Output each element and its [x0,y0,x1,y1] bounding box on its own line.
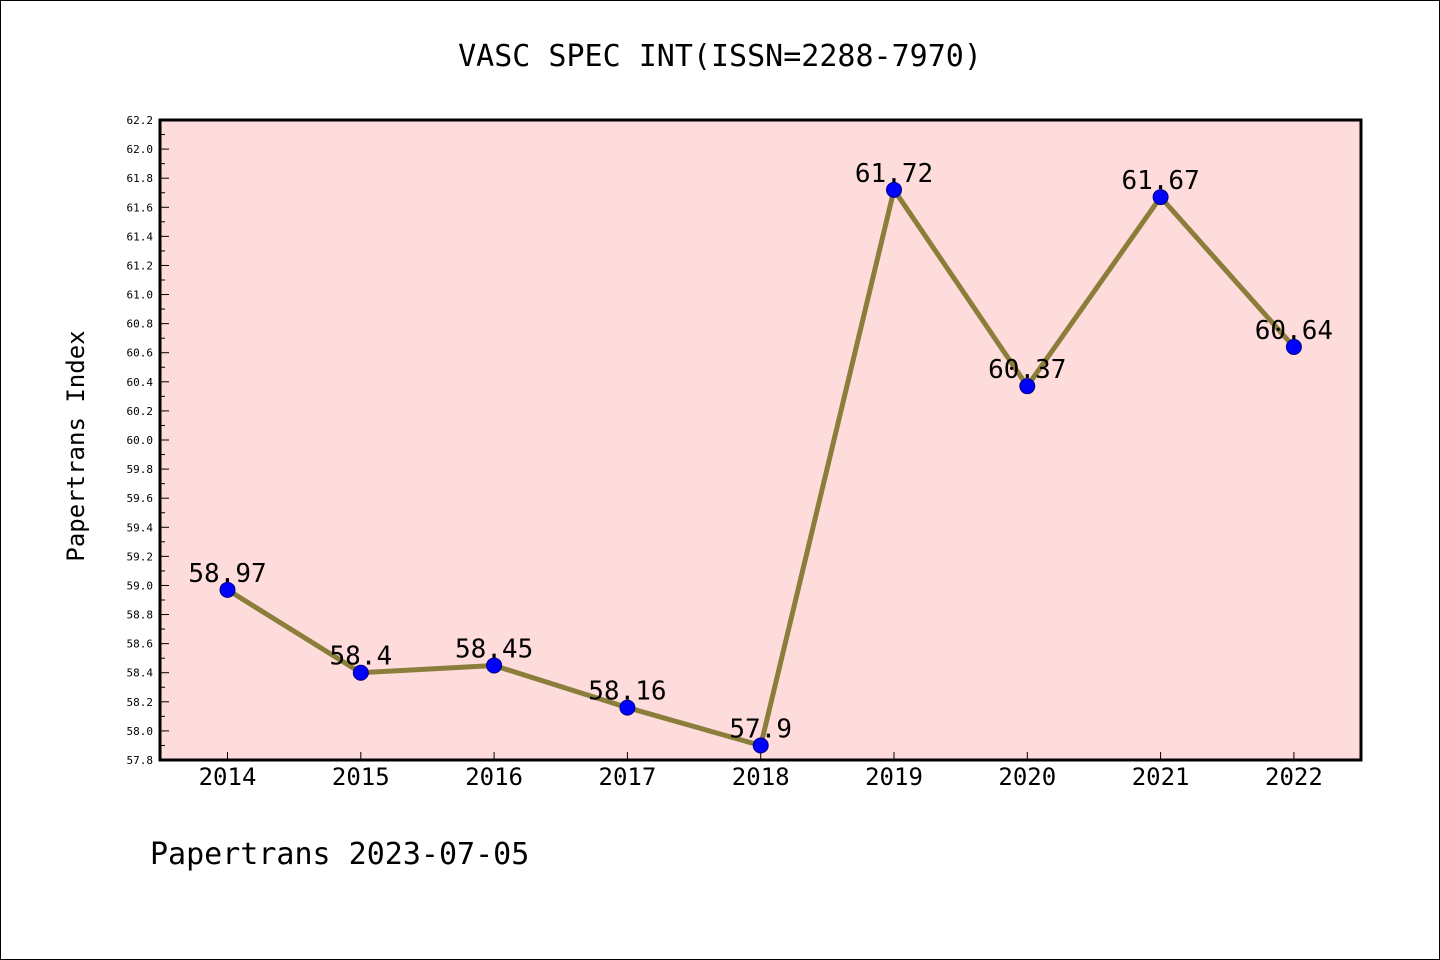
data-label: 61.67 [1121,166,1199,196]
y-tick-label: 62.2 [127,114,154,127]
data-label: 60.37 [988,355,1066,385]
y-tick-label: 58.2 [127,696,154,709]
data-label: 61.72 [855,159,933,189]
y-tick-label: 57.8 [127,754,154,767]
data-label: 58.45 [455,634,533,664]
data-label: 58.97 [188,559,266,589]
y-tick-label: 59.2 [127,550,154,563]
y-tick-label: 61.6 [127,201,154,214]
y-tick-label: 59.6 [127,492,154,505]
footer-text: Papertrans 2023-07-05 [150,837,529,872]
y-tick-label: 58.0 [127,725,154,738]
y-tick-label: 59.8 [127,463,154,476]
y-axis: 57.8 58.0 58.2 58.4 58.6 58.8 59.0 59.2 59.4 59.6… [127,114,169,767]
y-tick-label: 58.4 [127,667,154,680]
chart-title: VASC SPEC INT(ISSN=2288-7970) [458,39,982,74]
x-tick-label: 2019 [865,763,923,791]
y-tick-label: 60.4 [127,376,154,389]
y-tick-label: 60.6 [127,347,154,360]
y-tick-label: 60.0 [127,434,154,447]
data-point [1285,338,1302,355]
y-tick-label: 58.8 [127,609,154,622]
data-point [1019,378,1036,395]
x-tick-label: 2015 [332,763,390,791]
x-axis: 2014 2015 2016 2017 2018 2019 2020 2021 2022 [199,752,1323,791]
x-tick-label: 2016 [465,763,523,791]
y-tick-label: 60.2 [127,405,154,418]
data-point [486,657,503,674]
y-tick-label: 61.0 [127,289,154,302]
data-point [219,581,236,598]
y-tick-label: 61.2 [127,259,154,272]
x-tick-label: 2020 [998,763,1056,791]
y-tick-label: 59.0 [127,579,154,592]
x-tick-label: 2022 [1265,763,1323,791]
y-tick-label: 59.4 [127,521,154,534]
plot-area [158,118,1363,762]
y-tick-label: 58.6 [127,638,154,651]
data-label: 57.9 [729,714,792,744]
data-point [1152,189,1169,206]
y-axis-label: Papertrans Index [62,330,90,561]
data-label: 58.16 [588,677,666,707]
data-point [352,664,369,681]
x-tick-label: 2017 [599,763,657,791]
data-labels: 58.97 58.4 58.45 58.16 57.9 61.72 60.37 61.67 60… [188,159,1333,745]
data-markers [219,181,1302,754]
y-tick-label: 61.4 [127,230,154,243]
x-tick-label: 2021 [1132,763,1190,791]
data-point [619,699,636,716]
data-point [752,737,769,754]
x-tick-label: 2018 [732,763,790,791]
y-tick-label: 62.0 [127,143,154,156]
y-tick-label: 61.8 [127,172,154,185]
data-label: 60.64 [1255,316,1333,346]
data-label: 58.4 [329,642,392,672]
y-tick-label: 60.8 [127,318,154,331]
x-tick-label: 2014 [199,763,257,791]
data-point [886,181,902,198]
